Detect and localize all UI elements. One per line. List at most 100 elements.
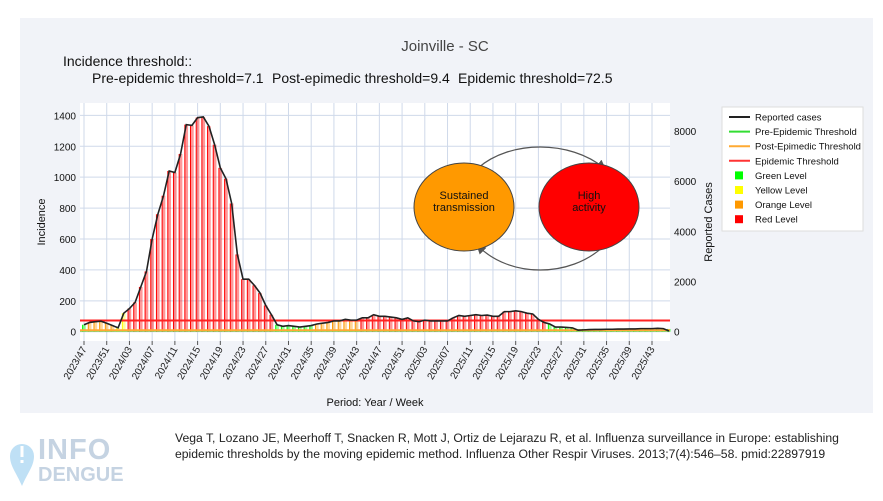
grid [80, 103, 670, 341]
level-bar [150, 239, 154, 332]
legend-square-swatch [735, 171, 743, 180]
level-bar [270, 314, 274, 332]
y2-axis-label: Reported Cases [703, 182, 715, 262]
level-bar [480, 315, 484, 332]
level-bar [548, 324, 552, 332]
level-bar [207, 126, 211, 332]
level-bar [343, 319, 348, 332]
level-bar [519, 311, 524, 332]
level-bar [190, 125, 194, 332]
level-bar [366, 317, 370, 332]
threshold-lines [80, 319, 670, 332]
legend: Reported cases Pre-Epidemic Threshold Post… [729, 113, 861, 226]
threshold-heading: Incidence threshold:: [63, 53, 192, 69]
legend-label: Green Level [755, 171, 807, 182]
level-bar [406, 317, 410, 332]
level-bar [457, 315, 461, 332]
level-bar [287, 325, 291, 332]
level-bar [230, 203, 234, 332]
y-tick-label: 200 [59, 297, 76, 308]
level-bar [213, 144, 217, 332]
level-bar [88, 322, 92, 332]
legend-label: Reported cases [755, 113, 822, 124]
reported-cases-series [83, 116, 670, 332]
level-bar [247, 279, 251, 332]
legend-square-swatch [735, 200, 743, 209]
y-tick-label: 400 [59, 266, 76, 277]
legend-label: Yellow Level [755, 186, 807, 197]
high-activity-circle [538, 162, 640, 252]
level-bar [201, 116, 206, 332]
level-bar [241, 279, 245, 332]
y-tick-label: 600 [59, 235, 76, 246]
y-tick-label: 800 [59, 204, 76, 215]
level-bar [537, 319, 541, 332]
svg-text:INFO: INFO [38, 434, 111, 466]
level-bar [321, 323, 325, 332]
level-bar [235, 254, 240, 332]
level-bar [446, 320, 450, 332]
level-bar [332, 320, 336, 332]
y2-tick-label: 4000 [674, 227, 697, 238]
level-bar [474, 314, 478, 332]
level-bar [497, 316, 501, 332]
level-bar [508, 311, 512, 332]
y2-tick-label: 0 [674, 328, 680, 339]
level-bar [355, 320, 359, 332]
level-bar [224, 178, 228, 332]
level-bar [162, 195, 166, 332]
level-bar [491, 316, 495, 332]
level-bar [292, 326, 296, 332]
level-bar [326, 322, 331, 332]
level-bar [434, 320, 438, 332]
high-activity-label: High activity [572, 190, 606, 214]
level-bar [417, 321, 421, 332]
level-bar [338, 320, 342, 332]
level-bar [349, 320, 353, 332]
y-tick-label: 1000 [54, 173, 77, 184]
level-bar [377, 316, 382, 332]
level-bar [360, 317, 365, 332]
level-bar [82, 324, 86, 332]
level-bar [315, 324, 319, 332]
pre-epidemic-threshold-text: Pre-epidemic threshold=7.1 [92, 70, 264, 86]
level-bar [423, 320, 427, 332]
y2-tick-label: 8000 [674, 127, 697, 138]
level-bar [156, 214, 160, 332]
arrow-to-high-activity [477, 146, 606, 170]
level-bar [99, 321, 103, 332]
y-tick-label: 1200 [54, 142, 77, 153]
level-bar [372, 314, 376, 332]
level-bar [468, 315, 473, 332]
level-bar [304, 326, 308, 332]
sustained-transmission-circle [413, 162, 515, 252]
level-bar [258, 293, 262, 332]
legend-label: Red Level [755, 215, 798, 226]
level-bar [463, 316, 467, 332]
y-tick-label: 0 [70, 328, 76, 339]
reported-cases-line [83, 116, 670, 332]
level-bar [264, 305, 268, 332]
level-bar [281, 326, 285, 332]
level-bar [196, 117, 200, 332]
level-bar [542, 322, 546, 332]
legend-square-swatch [735, 215, 743, 224]
level-bar [525, 313, 529, 332]
legend-square-swatch [735, 186, 743, 194]
y2-tick-label: 6000 [674, 177, 697, 188]
legend-label: Epidemic Threshold [755, 156, 839, 167]
level-bar [275, 324, 279, 332]
level-bar [309, 325, 313, 332]
svg-text:DENGUE: DENGUE [38, 464, 124, 486]
level-bar [429, 320, 433, 332]
y2-tick-label: 2000 [674, 278, 697, 289]
citation: Vega T, Lozano JE, Meerhoff T, Snacken R… [175, 431, 839, 461]
epidemic-threshold-text: Epidemic threshold=72.5 [458, 70, 613, 86]
legend-label: Orange Level [755, 200, 812, 211]
level-bar [133, 302, 137, 332]
level-bar [111, 325, 115, 332]
y-axis-label: Incidence [36, 198, 48, 245]
x-axis-label: Period: Year / Week [326, 397, 424, 409]
level-bar [173, 172, 177, 332]
